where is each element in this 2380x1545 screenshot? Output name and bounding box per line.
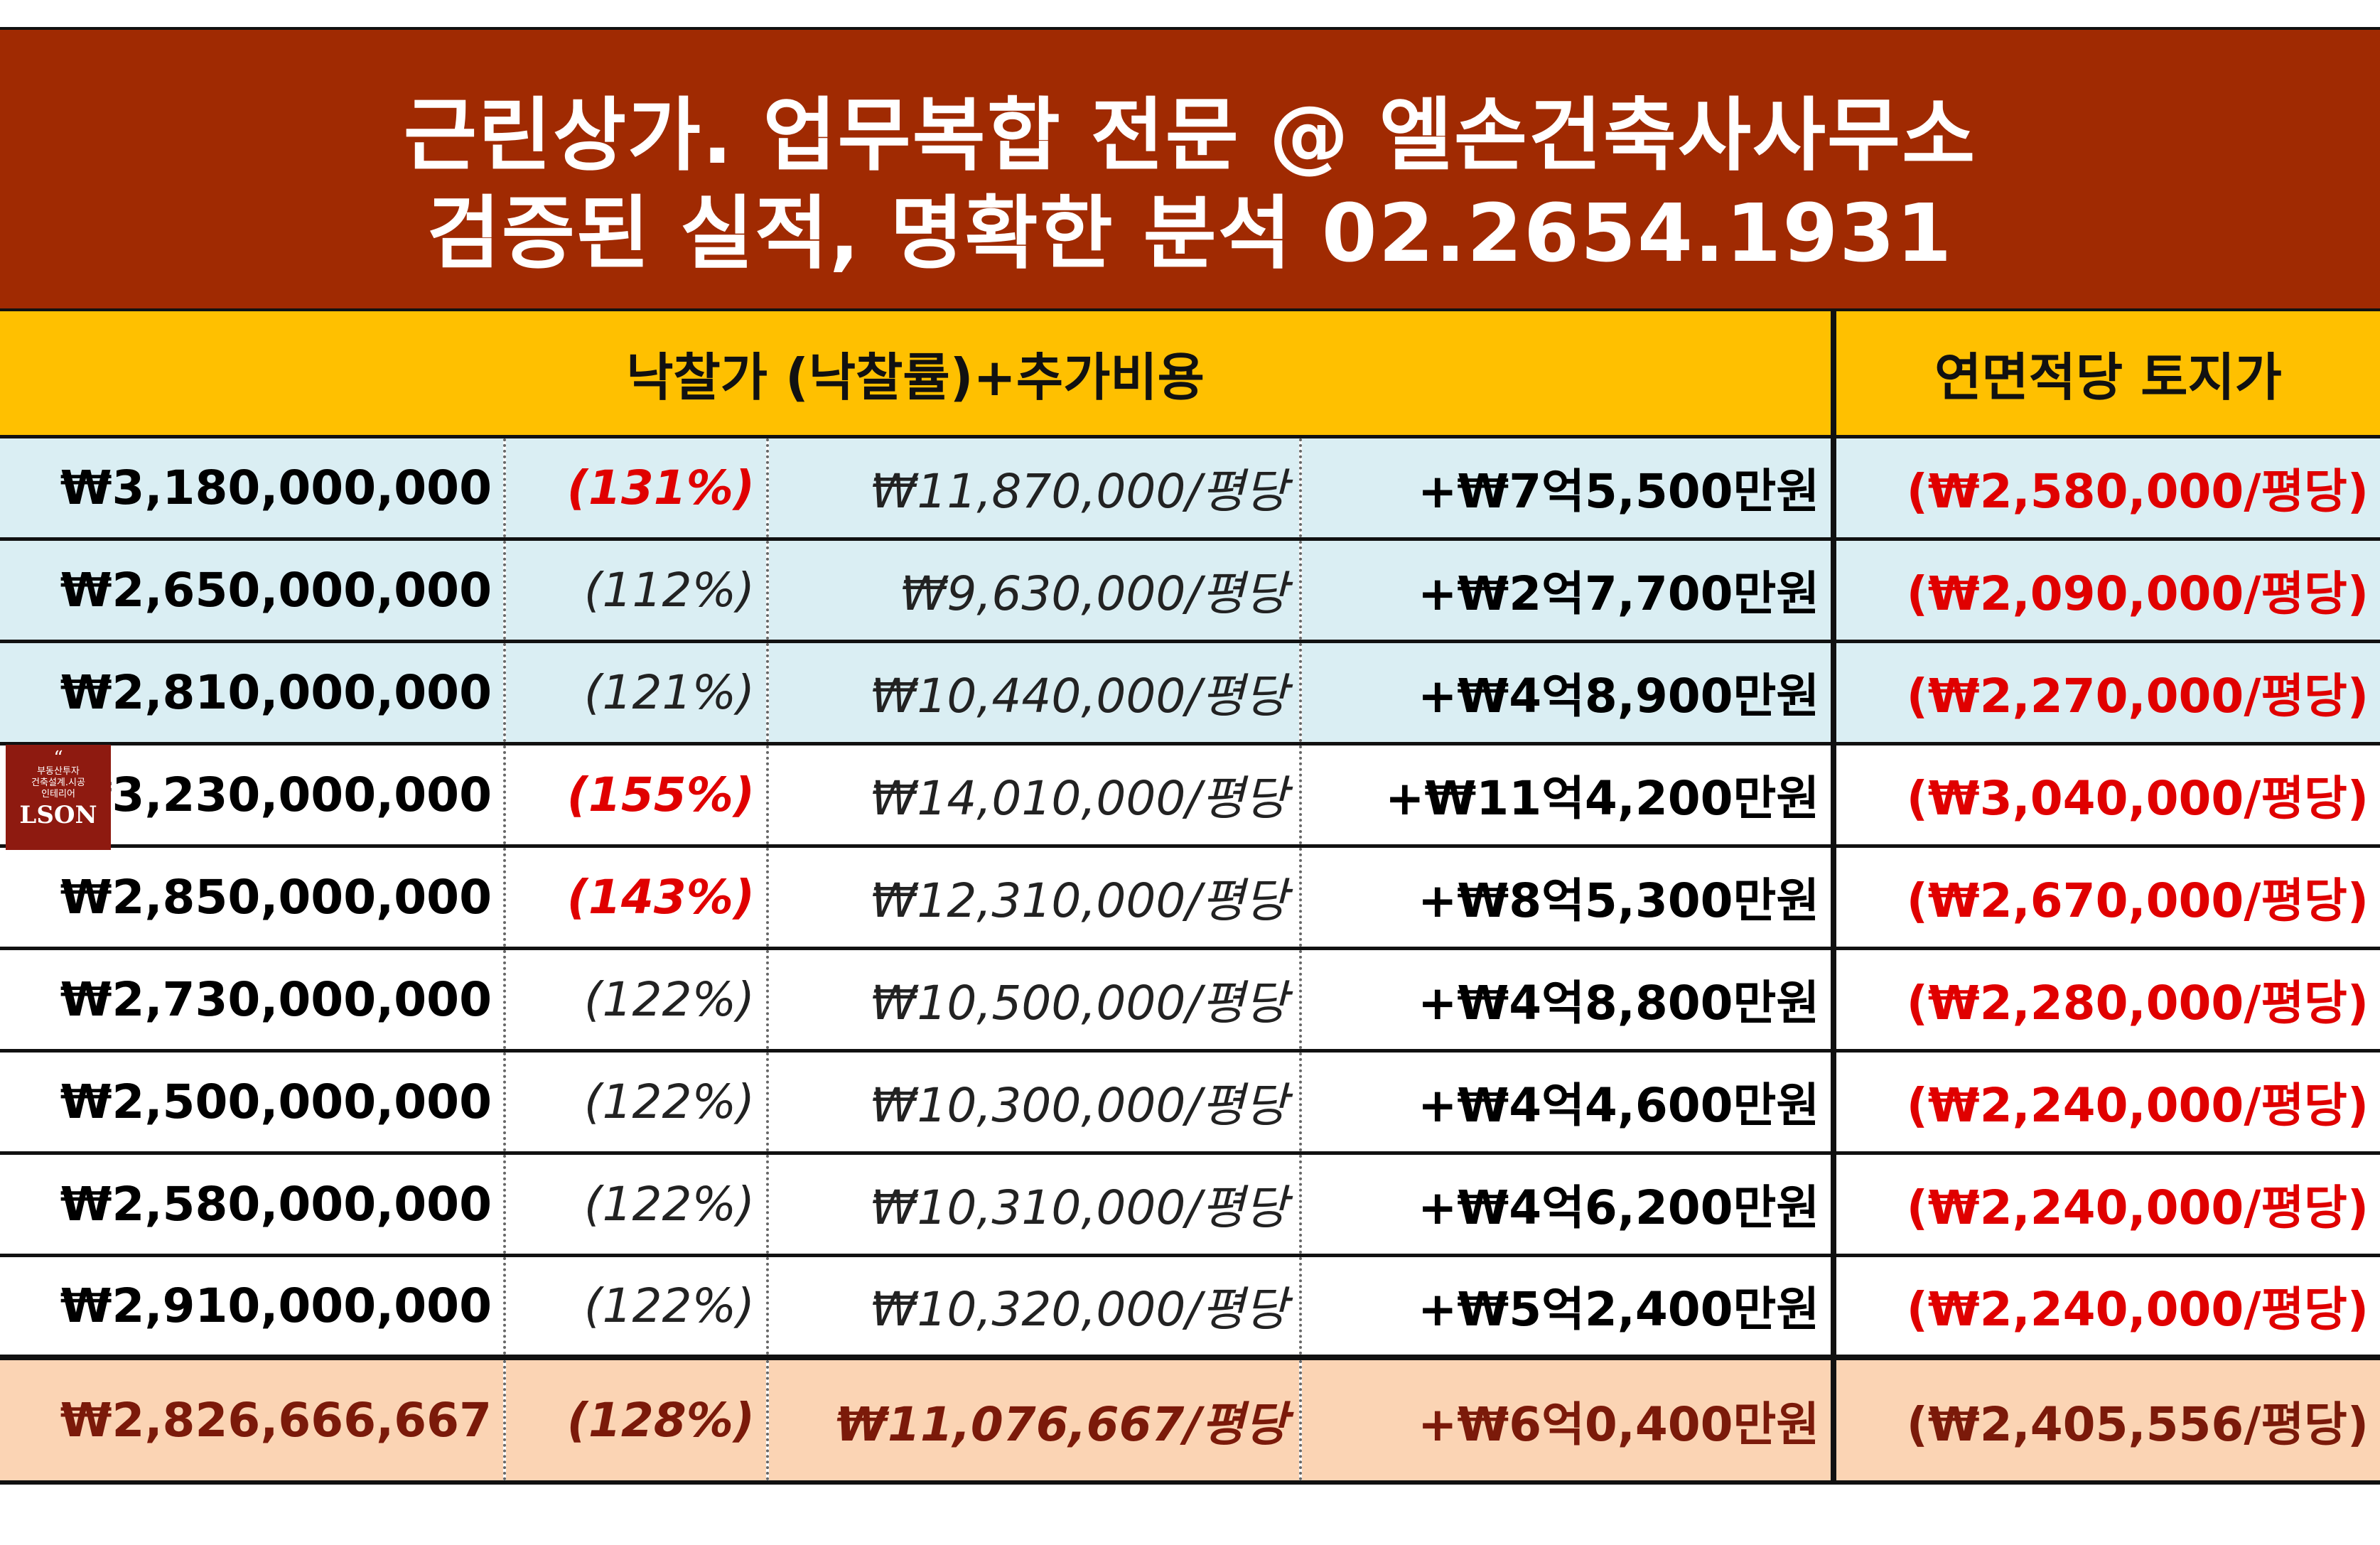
table-row: ₩2,730,000,000 (122%) ₩10,500,000/평당 +₩4… xyxy=(0,948,2380,1053)
table-header: 낙찰가 (낙찰률)+추가비용 연면적당 토지가 xyxy=(0,311,2380,438)
bid-price: ₩2,730,000,000 xyxy=(0,948,506,1053)
table-row: ₩2,850,000,000 (143%) ₩12,310,000/평당 +₩8… xyxy=(0,846,2380,950)
bid-rate: (112%) xyxy=(505,539,769,643)
avg-extra-cost: +₩6억0,400만원 xyxy=(1301,1355,1834,1485)
header-bid-price: 낙찰가 (낙찰률)+추가비용 xyxy=(0,311,1834,438)
bid-price: ₩2,810,000,000 xyxy=(0,641,506,745)
bid-price: ₩2,580,000,000 xyxy=(0,1153,506,1257)
table-row: ₩2,810,000,000 (121%) ₩10,440,000/평당 +₩4… xyxy=(0,641,2380,745)
land-price: (₩3,040,000/평당) xyxy=(1831,743,2380,848)
avg-bid-rate: (128%) xyxy=(505,1355,769,1485)
table-row: ₩3,180,000,000 (131%) ₩11,870,000/평당 +₩7… xyxy=(0,436,2380,541)
extra-cost: +₩4억8,900만원 xyxy=(1301,641,1834,745)
extra-cost: +₩8억5,300만원 xyxy=(1301,846,1834,950)
logo-brand: LSON xyxy=(19,801,97,829)
price-per-pyeong: ₩10,500,000/평당 xyxy=(768,948,1302,1053)
land-price: (₩2,090,000/평당) xyxy=(1831,539,2380,643)
price-per-pyeong: ₩10,320,000/평당 xyxy=(768,1255,1302,1360)
extra-cost: +₩5억2,400만원 xyxy=(1301,1255,1834,1360)
land-price: (₩2,280,000/평당) xyxy=(1831,948,2380,1053)
bid-rate: (143%) xyxy=(505,846,769,950)
land-price: (₩2,580,000/평당) xyxy=(1831,436,2380,541)
bid-rate: (155%) xyxy=(505,743,769,848)
extra-cost: +₩7억5,500만원 xyxy=(1301,436,1834,541)
header-land-price: 연면적당 토지가 xyxy=(1831,311,2380,438)
title-banner: 근린상가. 업무복합 전문 @ 엘손건축사사무소 검증된 실적, 명확한 분석 … xyxy=(0,27,2380,311)
extra-cost: +₩4억8,800만원 xyxy=(1301,948,1834,1053)
avg-land-price: (₩2,405,556/평당) xyxy=(1831,1355,2380,1485)
land-price: (₩2,240,000/평당) xyxy=(1831,1153,2380,1257)
price-per-pyeong: ₩9,630,000/평당 xyxy=(768,539,1302,643)
extra-cost: +₩4억6,200만원 xyxy=(1301,1153,1834,1257)
table-row: ₩2,910,000,000 (122%) ₩10,320,000/평당 +₩5… xyxy=(0,1255,2380,1360)
table-row: ₩2,650,000,000 (112%) ₩9,630,000/평당 +₩2억… xyxy=(0,539,2380,643)
table-row: ₩2,580,000,000 (122%) ₩10,310,000/평당 +₩4… xyxy=(0,1153,2380,1257)
bid-rate: (122%) xyxy=(505,1255,769,1360)
table-row: ₩2,500,000,000 (122%) ₩10,300,000/평당 +₩4… xyxy=(0,1050,2380,1155)
land-price: (₩2,270,000/평당) xyxy=(1831,641,2380,745)
bid-rate: (121%) xyxy=(505,641,769,745)
banner-title: 근린상가. 업무복합 전문 @ 엘손건축사사무소 xyxy=(403,90,1977,182)
logo-text-mid2: 인테리어 xyxy=(41,789,75,800)
price-table: 낙찰가 (낙찰률)+추가비용 연면적당 토지가 ₩3,180,000,000 (… xyxy=(0,311,2380,1485)
bid-price: ₩2,650,000,000 xyxy=(0,539,506,643)
banner-subtitle: 검증된 실적, 명확한 분석 02.2654.1931 xyxy=(426,188,1954,280)
avg-bid-price: ₩2,826,666,667 xyxy=(0,1355,506,1485)
bid-rate: (131%) xyxy=(505,436,769,541)
extra-cost: +₩11억4,200만원 xyxy=(1301,743,1834,848)
lson-logo: “ 부동산투자 건축설계.시공 인테리어 LSON xyxy=(6,745,111,850)
logo-text-top: 부동산투자 xyxy=(37,766,80,777)
land-price: (₩2,240,000/평당) xyxy=(1831,1050,2380,1155)
bid-rate: (122%) xyxy=(505,948,769,1053)
bid-price: ₩2,910,000,000 xyxy=(0,1255,506,1360)
bid-rate: (122%) xyxy=(505,1153,769,1257)
bid-price: ₩2,500,000,000 xyxy=(0,1050,506,1155)
quote-mark-icon: “ xyxy=(53,748,63,769)
price-per-pyeong: ₩10,440,000/평당 xyxy=(768,641,1302,745)
bid-rate: (122%) xyxy=(505,1050,769,1155)
land-price: (₩2,240,000/평당) xyxy=(1831,1255,2380,1360)
logo-text-mid1: 건축설계.시공 xyxy=(31,777,85,788)
price-per-pyeong: ₩12,310,000/평당 xyxy=(768,846,1302,950)
table-row: ₩3,230,000,000 (155%) ₩14,010,000/평당 +₩1… xyxy=(0,743,2380,848)
extra-cost: +₩4억4,600만원 xyxy=(1301,1050,1834,1155)
price-per-pyeong: ₩11,870,000/평당 xyxy=(768,436,1302,541)
price-per-pyeong: ₩14,010,000/평당 xyxy=(768,743,1302,848)
bid-price: ₩2,850,000,000 xyxy=(0,846,506,950)
price-per-pyeong: ₩10,300,000/평당 xyxy=(768,1050,1302,1155)
price-per-pyeong: ₩10,310,000/평당 xyxy=(768,1153,1302,1257)
average-row: ₩2,826,666,667 (128%) ₩11,076,667/평당 +₩6… xyxy=(0,1355,2380,1485)
bid-price: ₩3,180,000,000 xyxy=(0,436,506,541)
land-price: (₩2,670,000/평당) xyxy=(1831,846,2380,950)
extra-cost: +₩2억7,700만원 xyxy=(1301,539,1834,643)
avg-price-per-pyeong: ₩11,076,667/평당 xyxy=(768,1355,1302,1485)
